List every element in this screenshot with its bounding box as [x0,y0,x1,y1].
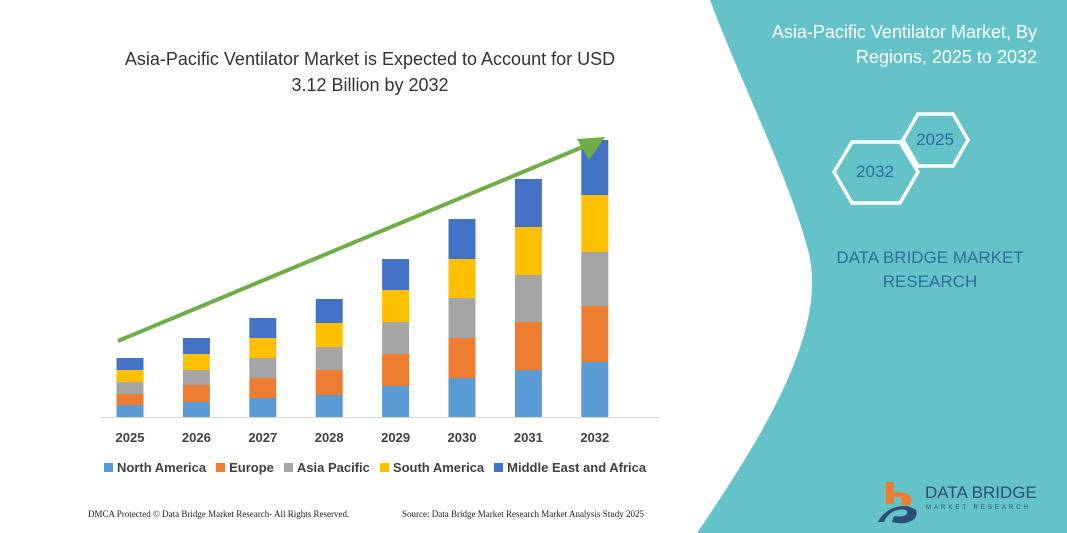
bar-segment-2030-europe [448,338,476,378]
bar-segment-2027-south-america [249,338,277,358]
bar-segment-2032-north-america [581,362,609,417]
bar-segment-2027-asia-pacific [249,358,277,378]
legend-swatch [283,463,293,472]
legend: North America Europe Asia Pacific South Ame… [104,460,646,475]
bar-segment-2026-middle-east-and-africa [182,338,210,354]
bars-group [116,140,609,417]
bar-segment-2032-asia-pacific [581,252,609,306]
side-panel [697,0,1067,533]
logo-text: DATA BRIDGE [925,483,1037,502]
bar-segment-2028-europe [315,370,343,395]
brand-line2: RESEARCH [882,272,978,291]
bar-segment-2030-middle-east-and-africa [448,219,476,259]
side-title-line1: Asia-Pacific Ventilator Market, By [771,22,1037,42]
legend-label: North America [117,460,207,475]
bar-segment-2029-asia-pacific [382,322,410,354]
legend-swatch [104,463,113,472]
bar-segment-2025-north-america [116,405,144,417]
legend-item: North America [104,460,206,475]
x-tick-label: 2026 [181,430,211,445]
side-title: Asia-Pacific Ventilator Market, By Regio… [707,20,1037,70]
bar-segment-2031-middle-east-and-africa [514,179,542,227]
side-title-line2: Regions, 2025 to 2032 [855,47,1037,67]
bar-segment-2029-europe [382,354,410,386]
chart-title: Asia-Pacific Ventilator Market is Expect… [124,49,616,95]
bar-segment-2031-south-america [514,227,542,275]
legend-label: Middle East and Africa [507,460,647,475]
bar-segment-2026-europe [182,385,210,402]
bar-segment-2028-north-america [315,395,343,417]
bar-segment-2027-middle-east-and-africa [249,318,277,338]
bar-segment-2028-south-america [315,323,343,347]
bar-segment-2031-europe [514,322,542,370]
bar-segment-2026-asia-pacific [182,370,210,385]
x-tick-label: 2032 [580,430,610,445]
bar-segment-2030-asia-pacific [448,298,476,338]
legend-label: Europe [229,460,274,475]
x-tick-label: 2029 [381,430,411,445]
bar-segment-2029-middle-east-and-africa [382,259,410,290]
brand-line1: DATA BRIDGE MARKET [836,248,1024,267]
legend-swatch [494,463,504,472]
legend-label: South America [392,460,485,475]
bar-segment-2032-south-america [581,195,609,252]
x-tick-label: 2030 [447,430,477,445]
hex-label-2032: 2032 [856,162,894,181]
brand-text: DATA BRIDGE MARKET RESEARCH [830,246,1030,294]
x-tick-label: 2028 [314,430,344,445]
x-tick-label: 2025 [115,430,145,445]
bar-segment-2025-south-america [116,370,144,382]
bar-segment-2029-south-america [382,290,410,322]
legend-swatch [216,463,226,472]
bar-segment-2031-north-america [514,370,542,417]
bar-segment-2032-europe [581,306,609,362]
legend-label: Asia Pacific [296,460,370,475]
bar-segment-2028-middle-east-and-africa [315,299,343,323]
hexagon-2025 [900,112,971,168]
footer-source: Source: Data Bridge Market Research Mark… [402,509,644,519]
legend-swatch [379,463,389,472]
hex-label-2025: 2025 [916,130,954,149]
bar-segment-2029-north-america [382,386,410,417]
x-tick-label: 2027 [248,430,278,445]
bar-segment-2028-asia-pacific [315,347,343,370]
bar-segment-2026-south-america [182,354,210,370]
logo-subtext: MARKET RESEARCH [926,505,1031,511]
bar-segment-2027-north-america [249,398,277,417]
bar-segment-2025-middle-east-and-africa [116,358,144,370]
bar-segment-2026-north-america [182,402,210,417]
hexagon-2032 [831,140,921,205]
bar-segment-2031-asia-pacific [514,275,542,322]
legend-item: Asia Pacific [283,460,370,475]
legend-item: Europe [216,460,274,475]
footer-copyright: DMCA Protected © Data Bridge Market Rese… [88,509,350,519]
bar-segment-2025-asia-pacific [116,382,144,394]
legend-item: Middle East and Africa [494,460,646,475]
legend-item: South America [379,460,485,475]
data-bridge-logo-icon [878,482,917,524]
bar-segment-2025-europe [116,394,144,405]
trend-arrow [117,137,605,343]
bar-segment-2027-europe [249,378,277,398]
x-tick-label: 2031 [513,430,543,445]
bar-segment-2030-north-america [448,378,476,417]
bar-segment-2030-south-america [448,259,476,298]
